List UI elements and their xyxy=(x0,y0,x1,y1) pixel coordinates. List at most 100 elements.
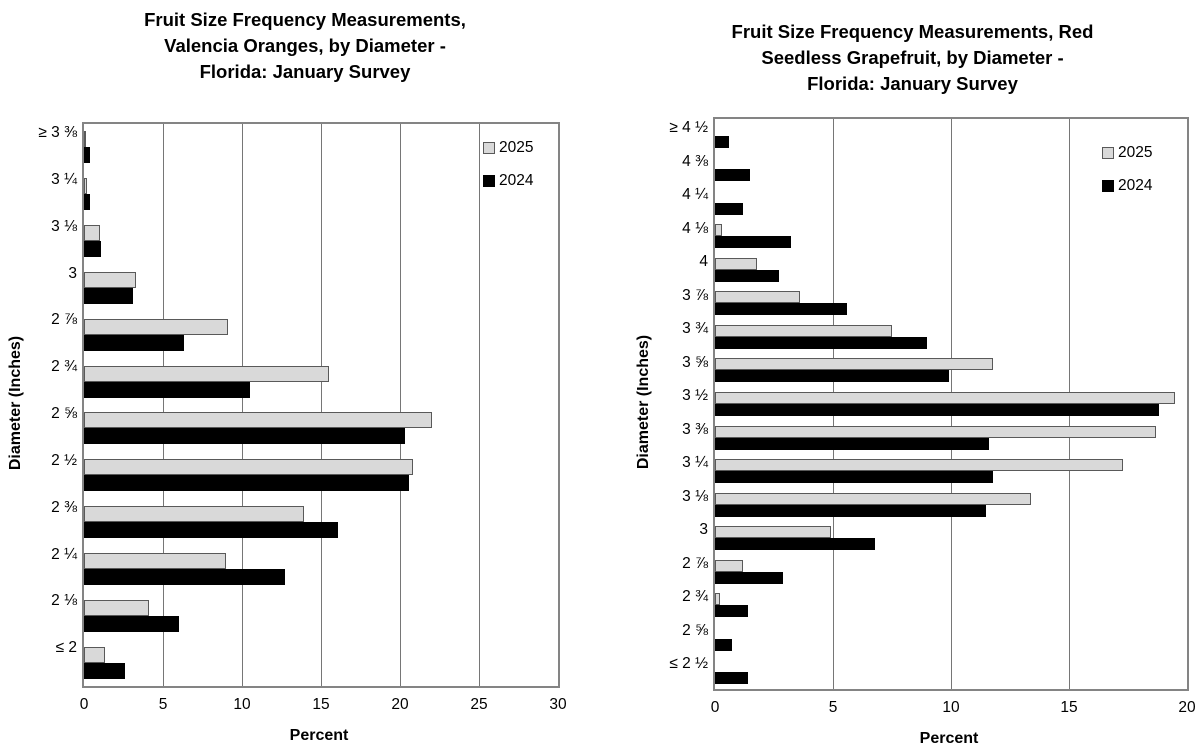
bar-2024 xyxy=(715,638,732,651)
x-tick-label: 5 xyxy=(828,699,838,716)
bar-2025 xyxy=(715,425,1157,438)
bar-2024 xyxy=(715,437,989,450)
bar-2024 xyxy=(84,428,405,445)
x-tick-label: 5 xyxy=(158,696,168,713)
gridline-20 xyxy=(400,124,401,686)
category-label: 3 ¼ xyxy=(682,454,708,472)
category-row: 2 ⅜ xyxy=(51,499,558,546)
chart-title: Fruit Size Frequency Measurements, Red S… xyxy=(655,19,1170,97)
category-row: 4 ⅛ xyxy=(682,220,1187,254)
category-row: 2 ⅞ xyxy=(51,311,558,358)
category-row: 3 xyxy=(68,265,558,312)
category-row: 4 xyxy=(699,253,1187,287)
x-tick-label: 0 xyxy=(710,699,720,716)
legend-label-2025: 2025 xyxy=(499,139,534,156)
category-label: 2 ¾ xyxy=(682,588,708,606)
bar-2025 xyxy=(715,492,1032,505)
bar-2024 xyxy=(715,135,730,148)
category-row: 3 ⅞ xyxy=(682,287,1187,321)
category-label: 3 ⅜ xyxy=(682,420,708,438)
chart-title-line: Florida: January Survey xyxy=(807,73,1018,94)
category-row: 2 ¾ xyxy=(682,588,1187,622)
category-label: 4 ⅛ xyxy=(682,219,708,237)
plot-area: ≥ 3 ⅜ 3 ¼ 3 ⅛ 3 2 ⅞ 2 ¾ 2 ⅝ 2 ½ 2 ⅜ 2 ¼ 2 ⅛ ≤ 2 0 5 10… xyxy=(38,122,567,713)
bar-2024 xyxy=(715,403,1159,416)
category-label: 3 ¾ xyxy=(682,320,708,338)
x-tick-label: 0 xyxy=(79,696,89,713)
category-row: 3 ⅛ xyxy=(682,488,1187,522)
category-row: ≤ 2 ½ xyxy=(669,655,1187,689)
legend-swatch-2024-icon xyxy=(1102,180,1114,192)
bar-2024 xyxy=(84,381,250,398)
category-label: 3 ¼ xyxy=(51,170,77,188)
category-row: ≥ 3 ⅜ xyxy=(38,124,558,171)
y-axis-label: Diameter (Inches) xyxy=(7,335,24,471)
category-row: 4 ⅜ xyxy=(682,153,1187,187)
bar-2025 xyxy=(84,178,88,195)
category-label: 2 ⅞ xyxy=(51,311,77,329)
category-label: 2 ⅜ xyxy=(51,498,77,516)
category-label: 2 ⅛ xyxy=(51,592,77,610)
category-label: 3 ⅝ xyxy=(682,353,708,371)
bar-2024 xyxy=(715,605,749,618)
category-label: 3 ⅛ xyxy=(51,217,77,235)
category-row: 2 ¼ xyxy=(51,546,558,593)
x-axis-label: Percent xyxy=(919,730,979,747)
x-tick-label: 15 xyxy=(312,696,330,713)
bar-2025 xyxy=(715,593,720,606)
bar-2025 xyxy=(84,552,227,569)
bar-2024 xyxy=(84,147,91,164)
legend-swatch-2025-icon xyxy=(1102,147,1114,159)
category-label: 2 ¾ xyxy=(51,358,77,376)
bar-2024 xyxy=(715,471,994,484)
bar-2025 xyxy=(715,224,723,237)
bar-2024 xyxy=(715,169,751,182)
bar-2024 xyxy=(715,370,949,383)
bar-2024 xyxy=(84,615,179,632)
bar-2025 xyxy=(84,506,304,523)
x-tick-label: 25 xyxy=(470,696,488,713)
category-row: 3 ⅜ xyxy=(682,421,1187,455)
legend-item-2025: 2025 xyxy=(1102,144,1152,162)
chart-title-line: Fruit Size Frequency Measurements, Red xyxy=(731,21,1094,42)
bar-2025 xyxy=(84,318,228,335)
x-tick-label: 20 xyxy=(1178,699,1196,716)
category-label: 4 ¼ xyxy=(682,186,708,204)
category-label: 2 ⅝ xyxy=(682,621,708,639)
bar-2025 xyxy=(84,225,100,242)
gridline-25 xyxy=(479,124,480,686)
x-tick-label: 10 xyxy=(233,696,251,713)
bar-2024 xyxy=(715,303,848,316)
bar-2025 xyxy=(84,459,413,476)
bar-2025 xyxy=(84,599,149,616)
category-row: 2 ½ xyxy=(51,452,558,499)
category-label: 2 ⅝ xyxy=(51,405,77,422)
category-label: ≥ 3 ⅜ xyxy=(38,124,77,141)
category-row: 3 xyxy=(699,521,1187,555)
bar-2024 xyxy=(715,504,987,517)
category-label: ≤ 2 ½ xyxy=(669,655,708,673)
category-label: 3 xyxy=(68,264,77,282)
bar-2025 xyxy=(715,559,744,572)
bar-2025 xyxy=(84,412,432,429)
category-row: ≤ 2 xyxy=(56,639,558,686)
bar-2025 xyxy=(84,646,105,663)
x-axis-label: Percent xyxy=(289,727,349,744)
bar-2025 xyxy=(715,391,1176,404)
category-row: 2 ⅛ xyxy=(51,592,558,639)
legend-item-2024: 2024 xyxy=(1102,177,1152,195)
category-label: ≥ 4 ½ xyxy=(669,119,708,136)
category-row: 3 ⅝ xyxy=(682,354,1187,388)
bar-2024 xyxy=(84,241,102,258)
bar-2024 xyxy=(715,672,749,685)
category-row: 2 ⅞ xyxy=(682,555,1187,589)
bar-2025 xyxy=(715,526,831,539)
chart-title-line: Valencia Oranges, by Diameter - xyxy=(164,35,446,56)
category-row: 2 ⅝ xyxy=(682,622,1187,656)
bar-2025 xyxy=(84,131,86,148)
bar-2024 xyxy=(84,287,133,304)
category-row: ≥ 4 ½ xyxy=(669,119,1187,153)
bar-2024 xyxy=(715,336,928,349)
category-label: 2 ⅞ xyxy=(682,554,708,572)
